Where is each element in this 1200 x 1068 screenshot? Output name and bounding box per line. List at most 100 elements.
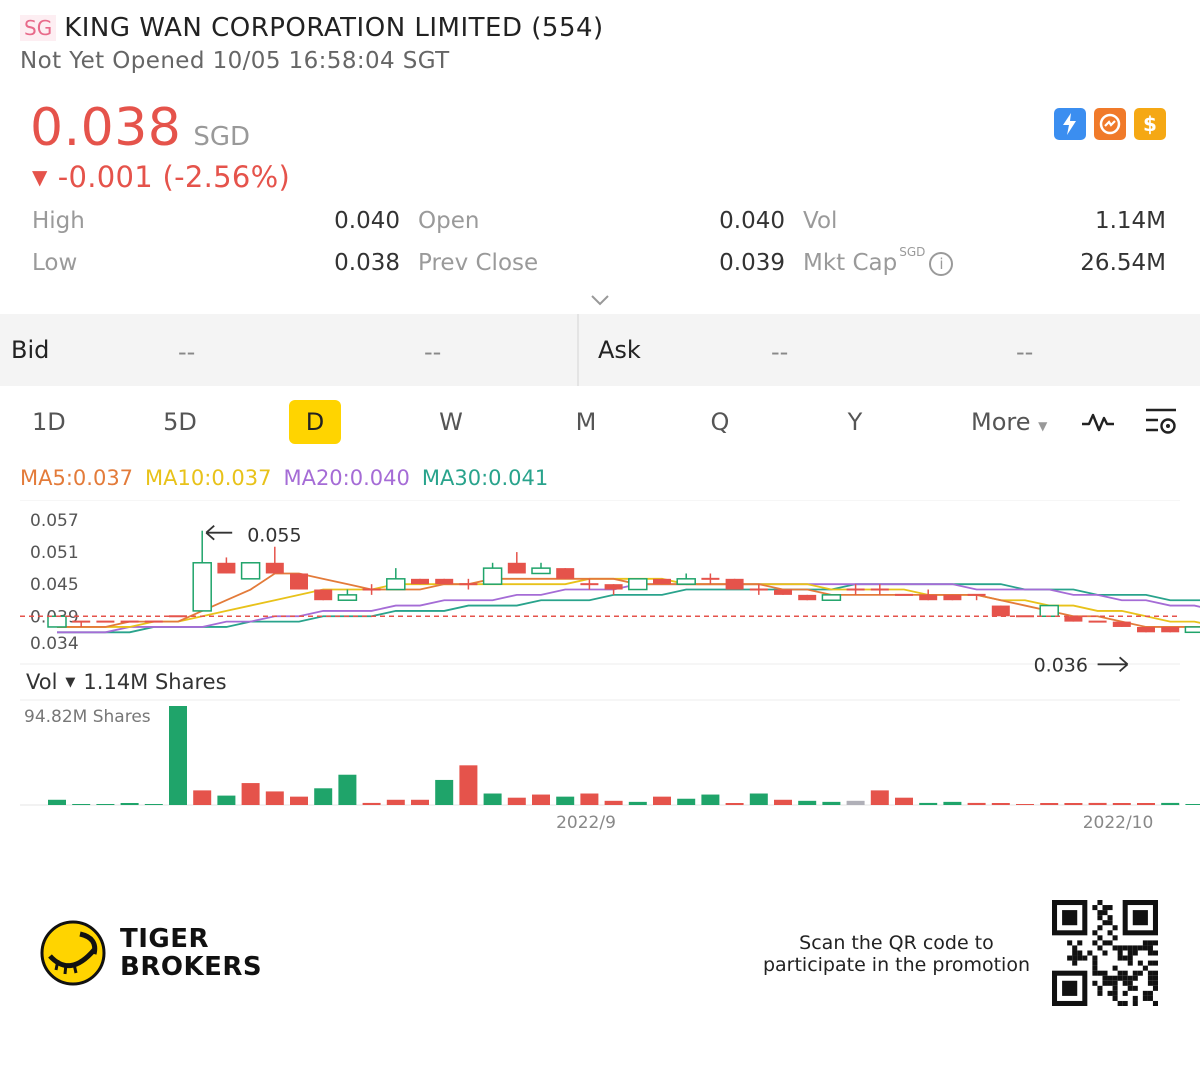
volume-bar	[870, 790, 889, 805]
qr-module	[1122, 980, 1128, 986]
volume-bar	[265, 791, 284, 805]
ma5-label: MA5:0.037	[20, 466, 134, 490]
qr-module	[1072, 955, 1078, 961]
volume-bar	[1112, 803, 1131, 805]
indicator-wave-icon[interactable]	[1080, 406, 1116, 436]
candle	[1161, 626, 1180, 633]
qr-code[interactable]	[1052, 900, 1158, 1006]
qr-module	[1102, 905, 1108, 911]
qr-module	[1112, 925, 1118, 931]
qr-module	[1147, 980, 1153, 986]
qr-module	[1097, 985, 1103, 991]
chart-settings-icon[interactable]	[1144, 406, 1180, 438]
qr-module	[1127, 945, 1133, 951]
qr-module	[1107, 990, 1113, 996]
candle	[507, 562, 526, 574]
candle	[337, 594, 358, 601]
bid-section: Bid -- --	[0, 314, 577, 386]
prev-close-value: 0.039	[719, 250, 785, 276]
qr-module	[1107, 980, 1113, 986]
price-change: -0.001 (-2.56%)	[57, 160, 291, 194]
qr-module	[1147, 950, 1153, 956]
volume-bar	[386, 799, 405, 805]
candle	[1137, 626, 1155, 633]
qr-module	[1097, 915, 1103, 921]
brand-line-1: TIGER	[120, 924, 210, 954]
tab-5d[interactable]: 5D	[163, 408, 197, 436]
mkt-cap-unit: SGD	[899, 245, 926, 259]
volume-bar	[144, 804, 163, 805]
volume-bar	[701, 794, 720, 805]
bid-price: --	[178, 338, 196, 366]
low-value: 0.038	[334, 250, 400, 276]
qr-module	[1127, 955, 1133, 961]
candle	[846, 588, 865, 591]
tab-month[interactable]: M	[575, 408, 597, 436]
qr-module	[1102, 970, 1108, 976]
qr-module	[1142, 990, 1148, 996]
candle	[459, 583, 478, 586]
qr-module	[1112, 995, 1118, 1001]
qr-module	[1072, 950, 1078, 956]
volume-bar	[290, 796, 308, 805]
qr-module	[1077, 950, 1083, 956]
volume-bar	[628, 801, 647, 805]
brand-line-2: BROKERS	[120, 952, 263, 982]
qr-module	[1102, 975, 1108, 981]
qr-module	[1097, 945, 1103, 951]
volume-bar	[314, 788, 333, 805]
qr-module	[1152, 1000, 1158, 1006]
candle	[1016, 615, 1034, 618]
candle	[531, 567, 551, 575]
candle	[895, 593, 913, 596]
candle	[701, 577, 720, 580]
qr-module	[1152, 980, 1158, 986]
open-label: Open	[418, 208, 480, 234]
promo-text: Scan the QR code to participate in the p…	[763, 932, 1030, 976]
qr-module	[1152, 960, 1158, 966]
candle	[217, 562, 236, 574]
candle	[144, 620, 163, 623]
volume-bar	[532, 794, 550, 805]
volume-dropdown-icon[interactable]: ▼	[65, 674, 76, 690]
ma10-label: MA10:0.037	[145, 466, 272, 490]
header: SG KING WAN CORPORATION LIMITED (554) No…	[20, 10, 1180, 74]
volume-current: 1.14M Shares	[83, 670, 227, 694]
dropdown-caret-icon: ▼	[1038, 419, 1048, 433]
company-name: KING WAN CORPORATION LIMITED (554)	[64, 13, 604, 43]
candle	[725, 578, 744, 590]
volume-bar	[217, 795, 236, 805]
qr-module	[1102, 980, 1108, 986]
ma30-line	[57, 583, 1200, 634]
qr-module	[1097, 970, 1103, 976]
volume-bar	[1161, 802, 1180, 805]
tab-day[interactable]: D	[289, 400, 341, 444]
volume-bar	[1185, 804, 1200, 805]
qr-module	[1097, 925, 1103, 931]
qr-module	[1132, 970, 1138, 976]
lightning-icon[interactable]	[1054, 108, 1086, 140]
tab-quarter[interactable]: Q	[710, 408, 730, 436]
chevron-down-icon[interactable]	[588, 288, 612, 312]
qr-module	[1107, 905, 1113, 911]
volume-bar	[483, 793, 502, 805]
dollar-icon[interactable]: $	[1134, 108, 1166, 140]
info-icon[interactable]: i	[929, 251, 954, 276]
qr-module	[1092, 965, 1098, 971]
tab-week[interactable]: W	[439, 408, 463, 436]
volume-bar	[48, 799, 66, 805]
qr-module	[1142, 945, 1148, 951]
volume-bar	[822, 801, 841, 805]
feature-icons: $	[1054, 108, 1166, 140]
candle	[1184, 626, 1200, 634]
tab-year[interactable]: Y	[847, 408, 863, 436]
trade-icon[interactable]	[1094, 108, 1126, 140]
qr-module	[1112, 980, 1118, 986]
tab-1d[interactable]: 1D	[32, 408, 66, 436]
more-periods-button[interactable]: More ▼	[971, 408, 1048, 436]
candle	[870, 588, 889, 591]
qr-module	[1107, 920, 1113, 926]
qr-module	[1067, 955, 1073, 961]
mkt-cap-label: Mkt Cap SGDi	[803, 245, 954, 276]
